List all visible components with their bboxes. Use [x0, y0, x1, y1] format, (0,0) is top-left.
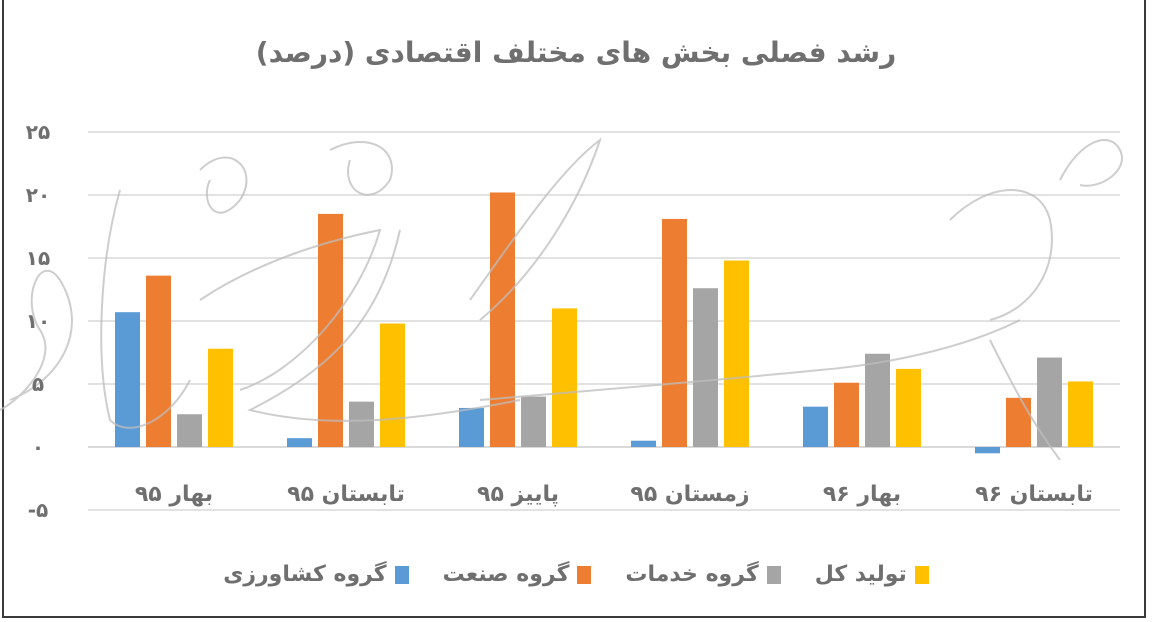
- bar: [115, 312, 140, 447]
- y-tick-label: -۵: [27, 498, 49, 522]
- x-tick-label: بهار ۹۶: [822, 482, 902, 507]
- legend-item: گروه کشاورزی: [223, 562, 409, 587]
- legend-swatch-icon: [577, 565, 592, 584]
- bar: [552, 308, 577, 447]
- y-tick-label: ۵: [31, 372, 45, 396]
- legend-label: تولید کل: [814, 562, 907, 587]
- bar: [834, 382, 859, 447]
- x-tick-label: زمستان ۹۵: [630, 482, 750, 507]
- bar: [318, 213, 343, 447]
- legend-item: گروه خدمات: [625, 562, 781, 587]
- bar: [287, 438, 312, 447]
- x-tick-label: بهار ۹۵: [134, 482, 214, 507]
- bar: [146, 275, 171, 447]
- legend-label: گروه صنعت: [442, 562, 570, 587]
- y-tick-label: ۱۵: [25, 246, 51, 270]
- bar: [803, 406, 828, 447]
- legend: تولید کل گروه خدمات گروه صنعت گروه کشاورزی: [0, 562, 1152, 587]
- watermark: [0, 137, 1123, 461]
- y-tick-label: ۲۰: [25, 183, 51, 207]
- legend-item: تولید کل: [815, 562, 929, 587]
- bar: [896, 368, 921, 447]
- legend-item: گروه صنعت: [443, 562, 592, 587]
- bar: [631, 440, 656, 447]
- y-tick-label: ۲۵: [25, 120, 51, 144]
- bar: [490, 192, 515, 447]
- y-tick-label: ۰: [31, 435, 45, 459]
- chart-title: رشد فصلی بخش های مختلف اقتصادی (درصد): [255, 36, 897, 69]
- bar: [380, 323, 405, 447]
- bar: [521, 396, 546, 447]
- x-tick-label: پاییز ۹۵: [477, 482, 559, 507]
- bar: [208, 348, 233, 447]
- bar: [975, 447, 1000, 454]
- bars: [115, 192, 1093, 454]
- legend-swatch-icon: [766, 565, 781, 584]
- bar: [1006, 397, 1031, 447]
- legend-swatch-icon: [914, 565, 929, 584]
- bar: [724, 260, 749, 447]
- bar: [177, 414, 202, 447]
- legend-label: گروه خدمات: [625, 562, 759, 587]
- gridlines: [88, 131, 1120, 511]
- bar: [865, 353, 890, 447]
- legend-swatch-icon: [394, 565, 409, 584]
- bar: [662, 218, 687, 447]
- bar: [349, 401, 374, 447]
- bar: [693, 288, 718, 447]
- legend-label: گروه کشاورزی: [223, 562, 387, 587]
- y-tick-label: ۱۰: [25, 309, 51, 333]
- bar: [1068, 381, 1093, 447]
- x-tick-label: تابستان ۹۶: [975, 482, 1093, 507]
- x-tick-label: تابستان ۹۵: [287, 482, 405, 507]
- bar: [459, 407, 484, 447]
